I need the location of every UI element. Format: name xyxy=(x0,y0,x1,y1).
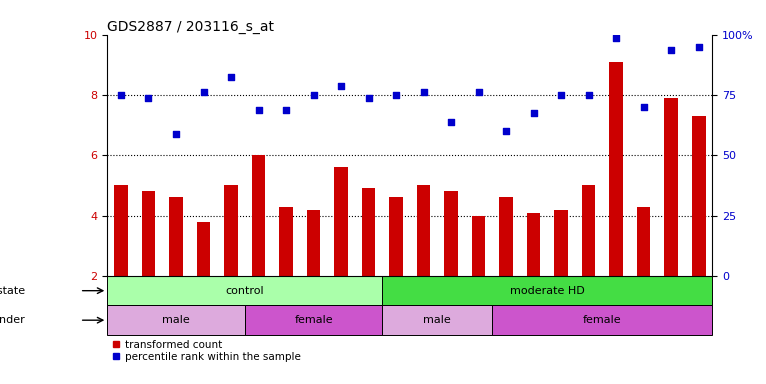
Point xyxy=(665,46,677,53)
Point xyxy=(555,92,567,98)
Point xyxy=(142,95,155,101)
Point xyxy=(445,119,457,125)
Text: female: female xyxy=(583,315,622,325)
Bar xyxy=(555,210,568,276)
Bar xyxy=(499,197,513,276)
Point xyxy=(610,35,622,41)
Bar xyxy=(382,305,493,335)
Point xyxy=(115,92,127,98)
Bar xyxy=(114,185,128,276)
Bar xyxy=(581,185,595,276)
Bar xyxy=(362,189,375,276)
Point xyxy=(307,92,319,98)
Point xyxy=(252,107,265,113)
Bar xyxy=(279,207,293,276)
Point xyxy=(280,107,292,113)
Bar xyxy=(444,192,458,276)
Text: male: male xyxy=(424,315,451,325)
Bar xyxy=(664,98,678,276)
Text: GDS2887 / 203116_s_at: GDS2887 / 203116_s_at xyxy=(107,20,274,33)
Bar xyxy=(245,305,382,335)
Bar xyxy=(417,185,430,276)
Text: control: control xyxy=(225,286,264,296)
Point xyxy=(335,83,347,89)
Bar xyxy=(252,155,265,276)
Point xyxy=(198,89,210,95)
Bar xyxy=(389,197,403,276)
Point xyxy=(170,131,182,137)
Bar xyxy=(107,305,245,335)
Bar xyxy=(107,276,382,305)
Bar xyxy=(609,62,623,276)
Point xyxy=(362,95,375,101)
Bar xyxy=(692,116,705,276)
Bar xyxy=(224,185,238,276)
Bar xyxy=(334,167,348,276)
Point xyxy=(473,89,485,95)
Text: moderate HD: moderate HD xyxy=(510,286,584,296)
Point xyxy=(500,128,512,134)
Text: gender: gender xyxy=(0,315,25,325)
Point xyxy=(225,74,237,80)
Bar xyxy=(493,305,712,335)
Bar xyxy=(637,207,650,276)
Legend: transformed count, percentile rank within the sample: transformed count, percentile rank withi… xyxy=(113,340,301,362)
Bar xyxy=(472,215,486,276)
Point xyxy=(637,104,650,110)
Point xyxy=(692,43,705,50)
Bar xyxy=(197,222,211,276)
Point xyxy=(528,110,540,116)
Point xyxy=(417,89,430,95)
Point xyxy=(582,92,594,98)
Text: disease state: disease state xyxy=(0,286,25,296)
Text: male: male xyxy=(162,315,190,325)
Bar xyxy=(306,210,320,276)
Point xyxy=(390,92,402,98)
Bar xyxy=(169,197,183,276)
Bar xyxy=(382,276,712,305)
Text: female: female xyxy=(294,315,333,325)
Bar xyxy=(527,213,541,276)
Bar xyxy=(142,192,155,276)
